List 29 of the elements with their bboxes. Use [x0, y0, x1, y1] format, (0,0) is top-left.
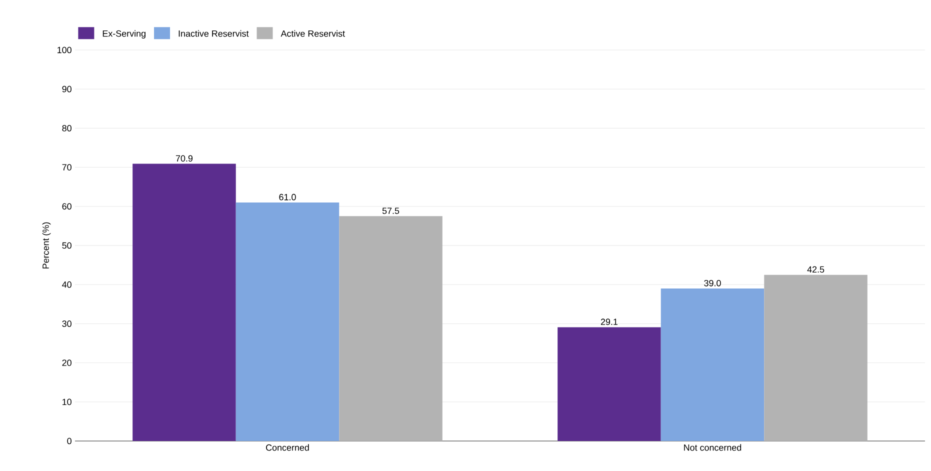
data-label: 42.5 — [807, 266, 824, 273]
y-tick-label: 30 — [62, 320, 72, 327]
y-tick-label: 10 — [62, 398, 72, 406]
y-tick-label: 0 — [67, 438, 72, 444]
x-tick-label: Not concerned — [684, 444, 742, 451]
y-tick-label: 50 — [62, 242, 72, 249]
y-tick-label: 70 — [62, 164, 72, 170]
bar — [558, 327, 661, 441]
x-tick-label: Concerned — [266, 444, 309, 451]
y-axis-title: Percent (%) — [42, 222, 51, 268]
legend-label: Active Reservist — [280, 30, 345, 37]
y-tick-label: 80 — [62, 125, 72, 132]
y-tick-label: 90 — [62, 86, 72, 92]
legend-label: Ex-Serving — [102, 30, 146, 39]
bar — [132, 164, 236, 441]
y-tick-label: 100 — [58, 46, 72, 54]
data-label: 70.9 — [176, 155, 193, 162]
legend-label: Inactive Reservist — [178, 30, 249, 37]
y-tick-label: 20 — [62, 360, 72, 366]
data-label: 61.0 — [279, 194, 296, 200]
data-label: 29.1 — [600, 318, 618, 326]
y-tick-label: 60 — [62, 203, 72, 210]
data-label: 57.5 — [382, 208, 400, 214]
bar — [236, 202, 340, 441]
data-label: 39.0 — [704, 280, 721, 286]
y-tick-label: 40 — [62, 281, 72, 288]
bar — [764, 274, 868, 441]
bar — [339, 216, 442, 441]
bar — [660, 288, 764, 441]
